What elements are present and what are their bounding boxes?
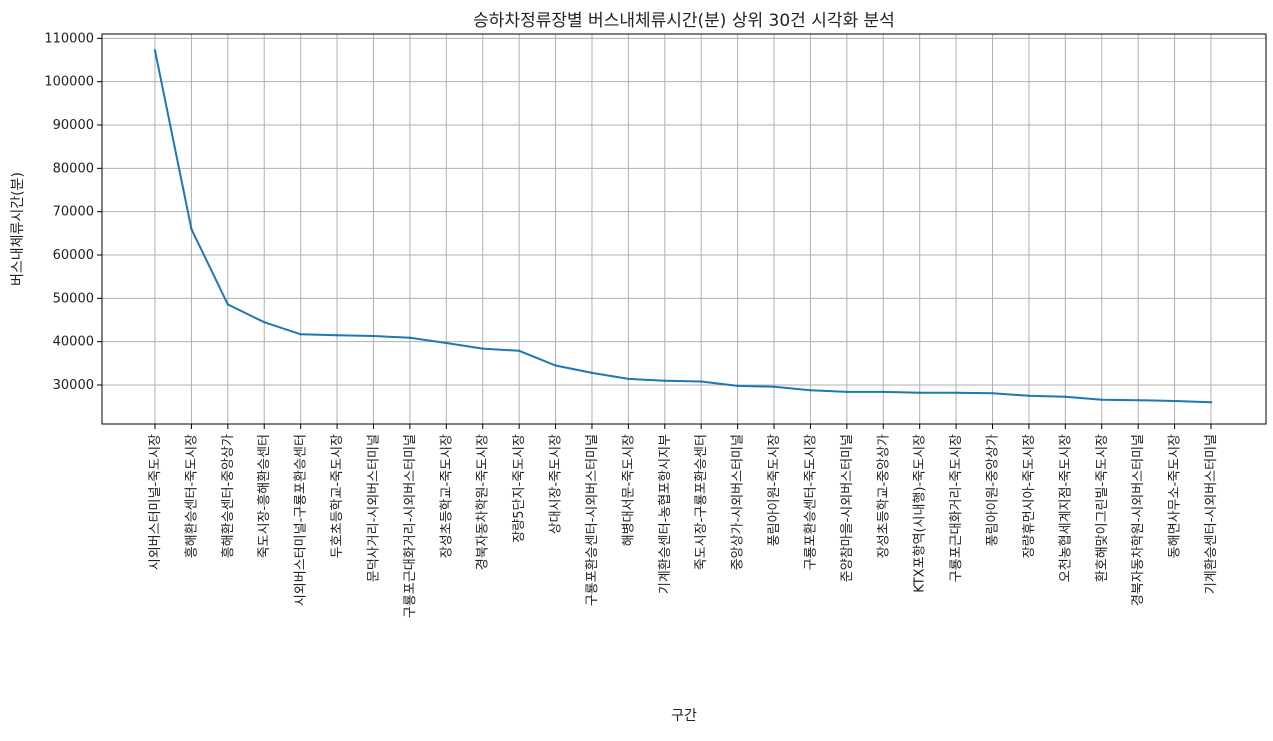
data-point (1173, 399, 1176, 403)
x-tick-label: 죽도시장-구룡포환승센터 (694, 434, 709, 570)
x-tick-label: 기계환승센터-농협포항시지부 (658, 434, 673, 594)
data-point (554, 364, 557, 367)
y-tick-label: 110000 (44, 31, 94, 46)
x-tick-label: 장성초등학교-중앙상가 (876, 434, 891, 558)
data-point (226, 303, 230, 306)
data-point (190, 227, 193, 231)
x-tick-label: 동해면사무소-죽도시장 (1168, 434, 1183, 558)
grid-lines (102, 34, 1266, 424)
data-point (809, 389, 812, 392)
data-point (663, 379, 666, 382)
y-tick-label: 70000 (53, 205, 94, 220)
x-tick-label: 상대시장-죽도시장 (549, 434, 564, 534)
x-tick-label: 두호초등학교-죽도시장 (330, 434, 345, 558)
data-point (845, 390, 849, 394)
x-axis-ticks: 시외버스터미널-죽도시장 흥해환승센터-죽도시장 흥해환승센터-중앙상가 죽도시장-흥… (148, 424, 1219, 618)
x-tick-label: 풍림아이원-죽도시장 (767, 434, 782, 546)
x-tick-label: 장량휴먼시아-죽도시장 (1022, 434, 1037, 558)
x-tick-label: 준양참마을-시외버스터미널 (840, 434, 855, 582)
series-group (153, 49, 1213, 404)
plot-frame (101, 33, 1267, 425)
x-tick-label: 기계환승센터-시외버스터미널 (1204, 434, 1219, 594)
x-tick-label: 시외버스터미널-구룡포환승센터 (294, 434, 309, 606)
x-tick-label: 해병대서문-죽도시장 (621, 434, 636, 546)
x-tick-label: 장성초등학교-죽도시장 (439, 434, 454, 558)
data-point (481, 347, 484, 350)
data-point (372, 334, 375, 338)
data-point (263, 320, 266, 324)
data-point (1209, 401, 1213, 404)
data-point (590, 371, 594, 375)
y-tick-label: 60000 (53, 248, 94, 263)
y-tick-label: 30000 (53, 378, 94, 393)
y-axis-label: 버스내체류시간(분) (10, 172, 26, 286)
y-axis-ticks: 30000 40000 50000 60000 70000 80000 90000 10000… (44, 31, 102, 393)
data-point (736, 384, 739, 388)
x-tick-label: 환호해맞이그린빌-죽도시장 (1095, 434, 1110, 582)
x-tick-label: 경북자동차학원-죽도시장 (476, 434, 491, 570)
y-tick-label: 80000 (53, 161, 94, 176)
data-point (445, 341, 448, 345)
data-point (882, 390, 885, 394)
data-point (408, 336, 412, 339)
data-point (700, 380, 703, 383)
x-tick-label: 구룡포근대화거리-죽도시장 (949, 434, 964, 582)
data-point (153, 49, 157, 52)
x-tick-label: 흥해환승센터-죽도시장 (184, 434, 199, 558)
x-tick-label: 풍림아이원-중앙상가 (986, 434, 1001, 546)
data-point (991, 392, 994, 395)
x-tick-label: KTX포항역(시내행)-죽도시장 (912, 434, 928, 593)
data-point (954, 391, 958, 394)
x-tick-label: 구룡포환승센터-시외버스터미널 (585, 434, 600, 606)
data-point (1027, 394, 1031, 398)
x-tick-label: 구룡포환승센터-죽도시장 (803, 434, 818, 570)
x-tick-label: 시외버스터미널-죽도시장 (148, 434, 163, 570)
y-tick-label: 90000 (53, 118, 94, 133)
x-tick-label: 문덕사거리-시외버스터미널 (366, 434, 381, 582)
x-axis-label: 구간 (671, 708, 697, 724)
data-point (772, 385, 776, 388)
data-point (1064, 395, 1067, 398)
x-tick-label: 경북자동차학원-시외버스터미널 (1131, 434, 1146, 606)
data-point (1100, 398, 1103, 401)
x-tick-label: 장량5단지-죽도시장 (512, 434, 527, 543)
x-tick-label: 흥해환승센터-중앙상가 (221, 434, 236, 558)
x-tick-label: 구룡포근대화거리-시외버스터미널 (403, 434, 418, 618)
data-point (627, 377, 630, 381)
data-point (335, 333, 339, 337)
series-line (154, 50, 1212, 404)
data-point (517, 349, 521, 352)
y-tick-label: 40000 (53, 335, 94, 350)
x-tick-label: 오천농협세계지점-죽도시장 (1058, 434, 1073, 582)
data-point (918, 391, 921, 394)
chart-title: 승하차정류장별 버스내체류시간(분) 상위 30건 시각화 분석 (473, 11, 895, 31)
data-point (299, 333, 302, 336)
x-tick-label: 죽도시장-흥해환승센터 (257, 434, 272, 558)
y-tick-label: 50000 (53, 291, 94, 306)
data-point (1136, 398, 1140, 402)
x-tick-label: 중앙상가-시외버스터미널 (731, 434, 746, 570)
y-tick-label: 100000 (44, 75, 94, 90)
